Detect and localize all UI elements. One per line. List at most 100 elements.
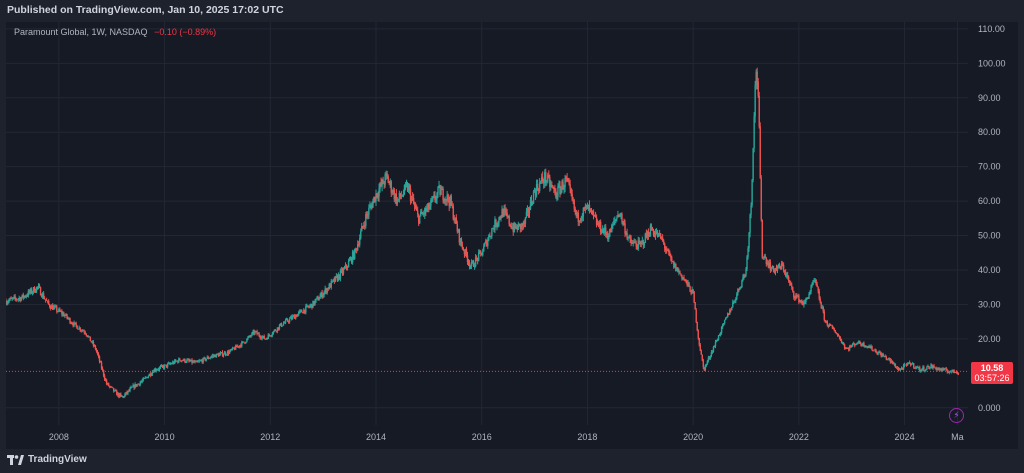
candle-body [362, 226, 364, 227]
candle-body [263, 335, 265, 339]
candle-body [761, 219, 763, 258]
candle-body [177, 360, 179, 363]
candle-body [298, 311, 300, 314]
candle-body [773, 269, 776, 273]
candle-body [376, 193, 378, 197]
candle-body [868, 346, 870, 348]
candle-body [402, 193, 405, 196]
candle-body [40, 295, 43, 297]
candle-body [152, 371, 155, 373]
candle-body [687, 282, 689, 285]
candle-body [74, 322, 76, 324]
candle-body [370, 205, 372, 207]
candle-body [741, 280, 743, 287]
candle-body [862, 342, 864, 346]
candle-body [949, 371, 952, 373]
x-tick-label: 2024 [895, 432, 915, 442]
candle-body [852, 343, 854, 346]
candle-body [896, 367, 899, 369]
candle-body [485, 240, 487, 244]
candle-body [108, 386, 111, 387]
candle-body [384, 174, 386, 185]
candle-body [752, 148, 754, 181]
candle-body [324, 288, 326, 292]
price-chart[interactable]: 110.00 100.00 90.00 80.00 70.00 60.00 50.00 40.… [6, 22, 1018, 449]
candle-body [922, 367, 924, 370]
candle-body [392, 190, 394, 194]
candle-body [612, 224, 614, 226]
candle-body [646, 231, 649, 238]
candle-body [264, 338, 266, 340]
candle-body [512, 226, 514, 232]
candle-body [282, 323, 285, 326]
candle-body [293, 315, 296, 319]
candle-body [238, 346, 240, 347]
candle-body [681, 274, 683, 279]
candle-body [670, 256, 672, 258]
candle-body [645, 233, 648, 238]
candle-body [582, 207, 585, 217]
candle-body [673, 261, 675, 268]
candle-body [114, 390, 116, 392]
candle-body [901, 368, 904, 370]
candle-body [483, 246, 485, 252]
candle-body [317, 297, 319, 301]
candle-body [906, 362, 909, 366]
candle-body [107, 383, 110, 387]
candle-body [498, 217, 500, 223]
candle-body [930, 364, 932, 368]
candle-body [946, 370, 948, 372]
lightning-icon[interactable]: ⚡ [949, 408, 964, 423]
candle-body [845, 347, 848, 349]
candle-body [763, 256, 765, 258]
candle-body [190, 359, 192, 362]
candle-body [546, 181, 548, 183]
candle-body [838, 336, 841, 338]
candle-body [597, 222, 600, 227]
candle-body [588, 205, 591, 209]
candle-body [694, 302, 696, 310]
bar-countdown: 03:57:26 [974, 373, 1010, 383]
candle-body [405, 184, 408, 186]
candle-body [757, 81, 759, 96]
candle-body [466, 255, 469, 262]
candle-body [389, 181, 391, 184]
candle-body [913, 363, 915, 368]
candle-body [236, 345, 238, 348]
candle-body [226, 351, 229, 355]
candle-body [386, 173, 388, 177]
candle-body [173, 362, 175, 364]
candle-body [269, 335, 271, 337]
candle-body [277, 327, 280, 330]
candle-body [64, 315, 66, 317]
candle-body [343, 267, 346, 270]
candle-body [572, 199, 574, 201]
candle-body [334, 276, 337, 282]
tradingview-logo[interactable]: TradingView [7, 454, 87, 465]
candle-body [486, 240, 488, 246]
candle-body [617, 214, 619, 218]
candle-body [616, 217, 618, 220]
candle-body [39, 287, 42, 296]
symbol-legend[interactable]: Paramount Global, 1W, NASDAQ −0.10 (−0.8… [14, 27, 216, 37]
candle-body [940, 368, 942, 371]
candle-body [487, 240, 489, 246]
candle-body [818, 291, 820, 299]
candle-body [771, 265, 774, 269]
candle-body [191, 359, 193, 363]
candle-body [457, 229, 460, 232]
candle-body [504, 208, 506, 211]
chart-pane[interactable]: 110.00 100.00 90.00 80.00 70.00 60.00 50.00 40.… [6, 22, 1018, 449]
candle-body [95, 349, 98, 352]
candle-body [768, 262, 771, 268]
candle-body [696, 322, 698, 331]
candle-body [775, 268, 778, 271]
candle-body [314, 300, 316, 305]
candle-body [563, 187, 565, 190]
candle-body [55, 306, 57, 308]
candle-body [821, 307, 823, 308]
candle-body [335, 275, 338, 277]
candle-body [508, 216, 510, 224]
candle-body [365, 214, 367, 226]
candle-body [176, 360, 178, 362]
